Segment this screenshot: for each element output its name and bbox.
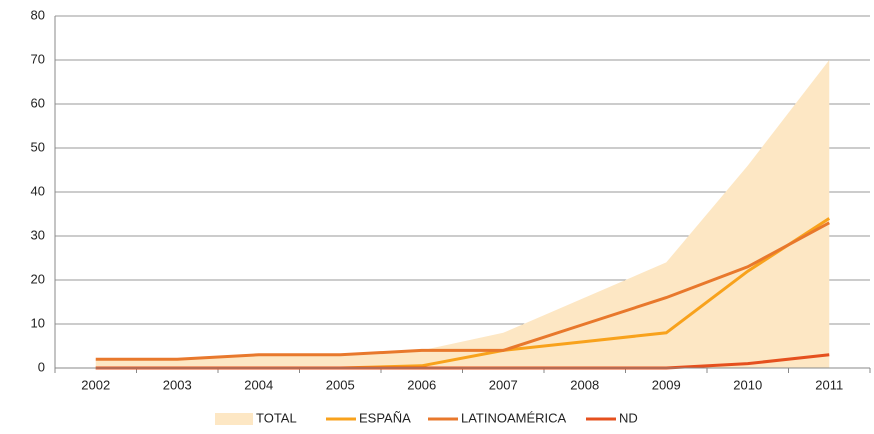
- line: [95, 221, 830, 361]
- legend-label: LATINOAMÉRICA: [461, 410, 567, 425]
- y-tick-label: 60: [31, 95, 45, 110]
- x-tick-label: 2006: [407, 377, 436, 392]
- x-tick-label: 2009: [652, 377, 681, 392]
- x-tick-label: 2004: [244, 377, 273, 392]
- legend-label: TOTAL: [256, 410, 297, 425]
- x-tick-label: 2002: [81, 377, 110, 392]
- legend-swatch: [215, 413, 253, 425]
- y-tick-label: 40: [31, 183, 45, 198]
- y-tick-label: 20: [31, 271, 45, 286]
- area: [95, 60, 830, 368]
- y-tick-label: 70: [31, 51, 45, 66]
- y-tick-label: 80: [31, 7, 45, 22]
- y-tick-label: 50: [31, 139, 45, 154]
- legend-label: ND: [619, 410, 638, 425]
- x-tick-label: 2008: [570, 377, 599, 392]
- x-tick-label: 2003: [163, 377, 192, 392]
- x-tick-label: 2005: [326, 377, 355, 392]
- y-tick-label: 10: [31, 315, 45, 330]
- y-tick-label: 30: [31, 227, 45, 242]
- y-tick-label: 0: [38, 359, 45, 374]
- x-tick-label: 2010: [733, 377, 762, 392]
- legend-label: ESPAÑA: [359, 410, 411, 425]
- x-tick-label: 2011: [815, 377, 843, 392]
- x-tick-label: 2007: [489, 377, 518, 392]
